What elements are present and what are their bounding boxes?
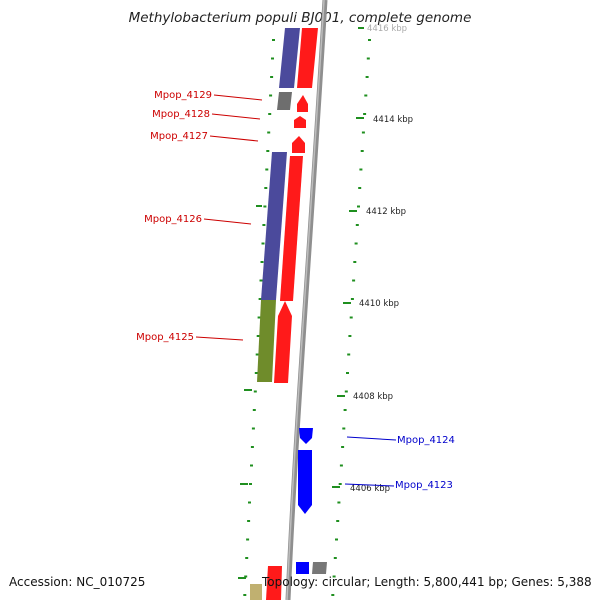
tick-rails (243, 39, 371, 596)
gene-labels: Mpop_4129 Mpop_4128 Mpop_4127 Mpop_4126 … (136, 90, 455, 491)
leader-line (211, 113, 261, 120)
gene-label[interactable]: Mpop_4124 (397, 435, 455, 446)
cds-forward-arrow (274, 301, 292, 383)
cds-reverse-green (257, 300, 276, 382)
gene-label[interactable]: Mpop_4123 (395, 480, 453, 491)
forward-cds-track (266, 28, 318, 600)
kbp-label: 4408 kbp (353, 392, 393, 402)
leader-line (195, 336, 244, 341)
cds-forward (266, 566, 282, 600)
feature-gray (312, 562, 327, 574)
map-title: Methylobacterium populi BJ001, complete … (128, 10, 472, 26)
gene-label-leaders (195, 94, 397, 487)
kbp-label: 4410 kbp (359, 299, 399, 309)
feature-gray (277, 92, 292, 110)
cds-reverse-purple (261, 152, 287, 300)
kbp-label: 4414 kbp (373, 115, 413, 125)
gene-label[interactable]: Mpop_4127 (150, 131, 208, 142)
cds-plus-blue (298, 450, 312, 514)
cds-forward-arrow (297, 95, 308, 112)
kbp-scale: 4416 kbp 4414 kbp 4412 kbp 4410 kbp 4408… (238, 24, 413, 579)
plus-strand-track (296, 428, 313, 574)
genome-backbone (285, 0, 328, 600)
accession-label: Accession: NC_010725 (9, 575, 146, 589)
cds-forward-arrow (292, 136, 305, 153)
cds-forward (297, 28, 318, 88)
cds-forward (280, 156, 303, 301)
cds-plus-blue (296, 562, 309, 574)
cds-reverse-purple (279, 28, 300, 88)
leader-line (213, 94, 263, 101)
gene-label[interactable]: Mpop_4128 (152, 109, 210, 120)
gene-label[interactable]: Mpop_4126 (144, 214, 202, 225)
leader-line (209, 135, 259, 142)
leader-line (346, 436, 397, 441)
feature-olive (250, 584, 262, 600)
kbp-label: 4412 kbp (366, 207, 406, 217)
gene-label[interactable]: Mpop_4125 (136, 332, 194, 343)
gene-label[interactable]: Mpop_4129 (154, 90, 212, 101)
cds-plus-blue (299, 428, 313, 444)
genome-backbone-highlight (286, 0, 325, 600)
genome-summary: Topology: circular; Length: 5,800,441 bp… (262, 575, 592, 589)
kbp-label: 4406 kbp (350, 484, 390, 494)
leader-line (203, 218, 252, 225)
leader-line (344, 483, 395, 487)
reverse-cds-track (250, 28, 327, 600)
cds-forward-arrow (294, 116, 306, 128)
kbp-label: 4416 kbp (367, 24, 407, 34)
